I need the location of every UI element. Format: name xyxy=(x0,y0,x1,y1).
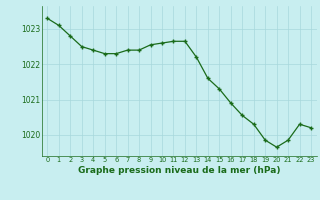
X-axis label: Graphe pression niveau de la mer (hPa): Graphe pression niveau de la mer (hPa) xyxy=(78,166,280,175)
